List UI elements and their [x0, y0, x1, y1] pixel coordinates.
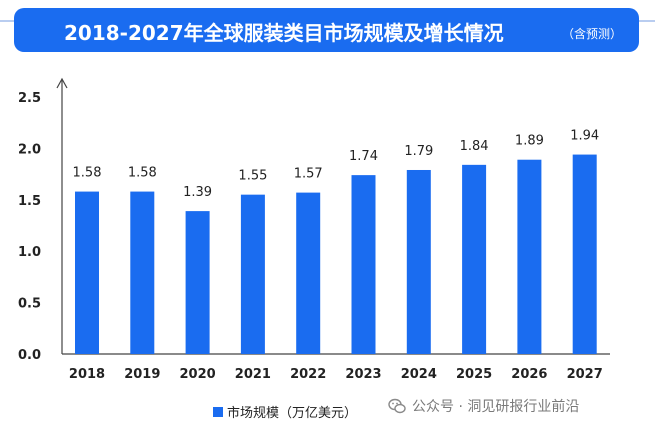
- watermark-text: 公众号 · 洞见研报行业前沿: [412, 399, 580, 415]
- legend: 市场规模（万亿美元）: [213, 402, 357, 421]
- data-label-2024: 1.79: [404, 144, 433, 159]
- data-label-2022: 1.57: [294, 167, 323, 182]
- x-tick-label-2024: 2024: [401, 367, 437, 382]
- title-deco-right: [639, 20, 655, 22]
- x-tick-label-2023: 2023: [345, 367, 381, 382]
- x-tick-label-2021: 2021: [235, 367, 271, 382]
- data-label-2019: 1.58: [128, 166, 157, 181]
- bar-2020: [185, 211, 210, 354]
- x-tick-label-2019: 2019: [124, 367, 160, 382]
- data-label-2018: 1.58: [73, 166, 102, 181]
- data-label-2026: 1.89: [515, 134, 544, 149]
- bar-2026: [517, 159, 542, 354]
- data-label-2020: 1.39: [183, 185, 212, 200]
- bar-2024: [406, 169, 431, 354]
- y-tick-label: 0.0: [18, 348, 41, 363]
- bar-2021: [240, 194, 265, 354]
- watermark: 公众号 · 洞见研报行业前沿: [388, 396, 579, 416]
- y-tick-label: 0.5: [18, 297, 41, 312]
- y-tick-label: 2.0: [18, 142, 41, 157]
- y-tick-label: 1.5: [18, 194, 41, 209]
- data-label-2021: 1.55: [238, 169, 267, 184]
- chart-title: 2018-2027年全球服装类目市场规模及增长情况: [64, 21, 504, 45]
- y-axis-arrow: [56, 77, 68, 89]
- title-banner: 2018-2027年全球服装类目市场规模及增长情况 （含预测）: [14, 8, 639, 52]
- title-deco-left: [0, 20, 14, 22]
- data-label-2025: 1.84: [460, 139, 489, 154]
- y-tick-label: 2.5: [18, 91, 41, 106]
- bar-2022: [296, 192, 321, 354]
- x-tick-label-2022: 2022: [290, 367, 326, 382]
- legend-label: 市场规模（万亿美元）: [227, 406, 358, 421]
- bar-2027: [572, 154, 597, 354]
- x-tick-label-2025: 2025: [456, 367, 492, 382]
- chart-subtitle: （含预测）: [562, 27, 623, 41]
- wechat-icon: [388, 398, 406, 414]
- data-label-2027: 1.94: [570, 129, 599, 144]
- x-tick-label-2018: 2018: [69, 367, 105, 382]
- x-tick-label-2020: 2020: [180, 367, 216, 382]
- bar-2025: [462, 164, 487, 354]
- x-tick-label-2027: 2027: [567, 367, 603, 382]
- bar-2023: [351, 175, 376, 354]
- legend-swatch: [213, 406, 223, 417]
- bar-2018: [75, 191, 99, 354]
- data-label-2023: 1.74: [349, 149, 378, 164]
- bar-2019: [130, 191, 155, 354]
- y-tick-label: 1.0: [18, 245, 41, 260]
- x-tick-label-2026: 2026: [511, 367, 547, 382]
